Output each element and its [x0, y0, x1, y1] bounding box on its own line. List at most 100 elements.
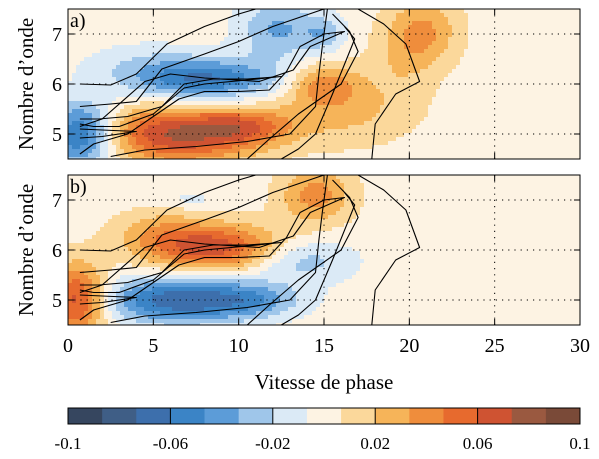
- heatmap-cell: [320, 93, 325, 98]
- heatmap-cell: [544, 45, 549, 50]
- heatmap-cell: [268, 121, 273, 126]
- heatmap-cell: [192, 25, 197, 30]
- heatmap-cell: [420, 41, 425, 46]
- heatmap-cell: [112, 21, 117, 26]
- heatmap-cell: [268, 57, 273, 62]
- heatmap-cell: [576, 73, 580, 78]
- heatmap-cell: [240, 73, 245, 78]
- heatmap-cell: [276, 21, 281, 26]
- heatmap-cell: [448, 41, 453, 46]
- heatmap-cell: [488, 85, 493, 90]
- heatmap-cell: [308, 93, 313, 98]
- heatmap-cell: [388, 73, 393, 78]
- heatmap-cell: [252, 89, 257, 94]
- heatmap-cell: [472, 65, 477, 70]
- heatmap-cell: [92, 149, 97, 154]
- heatmap-cell: [428, 117, 433, 122]
- heatmap-cell: [348, 53, 353, 58]
- heatmap-cell: [212, 41, 217, 46]
- heatmap-cell: [392, 77, 397, 82]
- heatmap-cell: [384, 121, 389, 126]
- heatmap-cell: [536, 101, 541, 106]
- heatmap-cell: [324, 69, 329, 74]
- heatmap-cell: [572, 113, 577, 118]
- heatmap-cell: [420, 141, 425, 146]
- heatmap-cell: [324, 29, 329, 34]
- heatmap-cell: [464, 53, 469, 58]
- heatmap-cell: [244, 117, 249, 122]
- heatmap-cell: [204, 49, 209, 54]
- heatmap-cell: [128, 101, 133, 106]
- heatmap-cell: [528, 149, 533, 154]
- heatmap-cell: [360, 93, 365, 98]
- heatmap-cell: [352, 141, 357, 146]
- heatmap-cell: [176, 133, 181, 138]
- heatmap-cell: [524, 53, 529, 58]
- heatmap-cell: [68, 149, 73, 154]
- heatmap-cell: [440, 49, 445, 54]
- heatmap-cell: [472, 133, 477, 138]
- heatmap-cell: [284, 25, 289, 30]
- heatmap-cell: [324, 129, 329, 134]
- heatmap-cell: [400, 21, 405, 26]
- heatmap-cell: [260, 17, 265, 22]
- heatmap-cell: [272, 65, 277, 70]
- heatmap-cell: [100, 53, 105, 58]
- heatmap-cell: [300, 41, 305, 46]
- heatmap-cell: [552, 85, 557, 90]
- heatmap-cell: [368, 157, 373, 159]
- heatmap-cell: [420, 77, 425, 82]
- heatmap-cell: [544, 57, 549, 62]
- heatmap-cell: [216, 175, 221, 180]
- heatmap-cell: [464, 137, 469, 142]
- heatmap-cell: [140, 17, 145, 22]
- heatmap-cell: [524, 105, 529, 110]
- heatmap-cell: [156, 97, 161, 102]
- heatmap-cell: [216, 53, 221, 58]
- heatmap-cell: [428, 33, 433, 38]
- heatmap-cell: [516, 9, 521, 14]
- heatmap-cell: [240, 17, 245, 22]
- heatmap-cell: [312, 149, 317, 154]
- heatmap-cell: [512, 49, 517, 54]
- heatmap-cell: [452, 109, 457, 114]
- heatmap-cell: [96, 85, 101, 90]
- heatmap-cell: [432, 121, 437, 126]
- heatmap-cell: [240, 153, 245, 158]
- heatmap-cell: [312, 137, 317, 142]
- heatmap-cell: [372, 117, 377, 122]
- heatmap-cell: [452, 101, 457, 106]
- heatmap-cell: [104, 65, 109, 70]
- heatmap-cell: [480, 45, 485, 50]
- heatmap-cell: [344, 97, 349, 102]
- heatmap-cell: [472, 85, 477, 90]
- heatmap-cell: [348, 17, 353, 22]
- heatmap-cell: [84, 37, 89, 42]
- heatmap-cell: [96, 49, 101, 54]
- heatmap-cell: [128, 149, 133, 154]
- heatmap-cell: [204, 93, 209, 98]
- heatmap-cell: [304, 157, 309, 159]
- heatmap-cell: [396, 13, 401, 18]
- heatmap-cell: [168, 125, 173, 130]
- heatmap-cell: [468, 133, 473, 138]
- heatmap-cell: [228, 25, 233, 30]
- heatmap-cell: [204, 17, 209, 22]
- heatmap-cell: [420, 93, 425, 98]
- heatmap-cell: [508, 85, 513, 90]
- heatmap-cell: [180, 101, 185, 106]
- heatmap-cell: [384, 61, 389, 66]
- heatmap-cell: [316, 157, 321, 159]
- heatmap-cell: [132, 81, 137, 86]
- heatmap-cell: [136, 109, 141, 114]
- heatmap-cell: [140, 117, 145, 122]
- heatmap-cell: [200, 141, 205, 146]
- heatmap-cell: [396, 25, 401, 30]
- heatmap-cell: [212, 93, 217, 98]
- heatmap-cell: [272, 85, 277, 90]
- heatmap-cell: [108, 125, 113, 130]
- heatmap-cell: [236, 133, 241, 138]
- heatmap-cell: [500, 21, 505, 26]
- heatmap-cell: [280, 121, 285, 126]
- heatmap-cell: [456, 121, 461, 126]
